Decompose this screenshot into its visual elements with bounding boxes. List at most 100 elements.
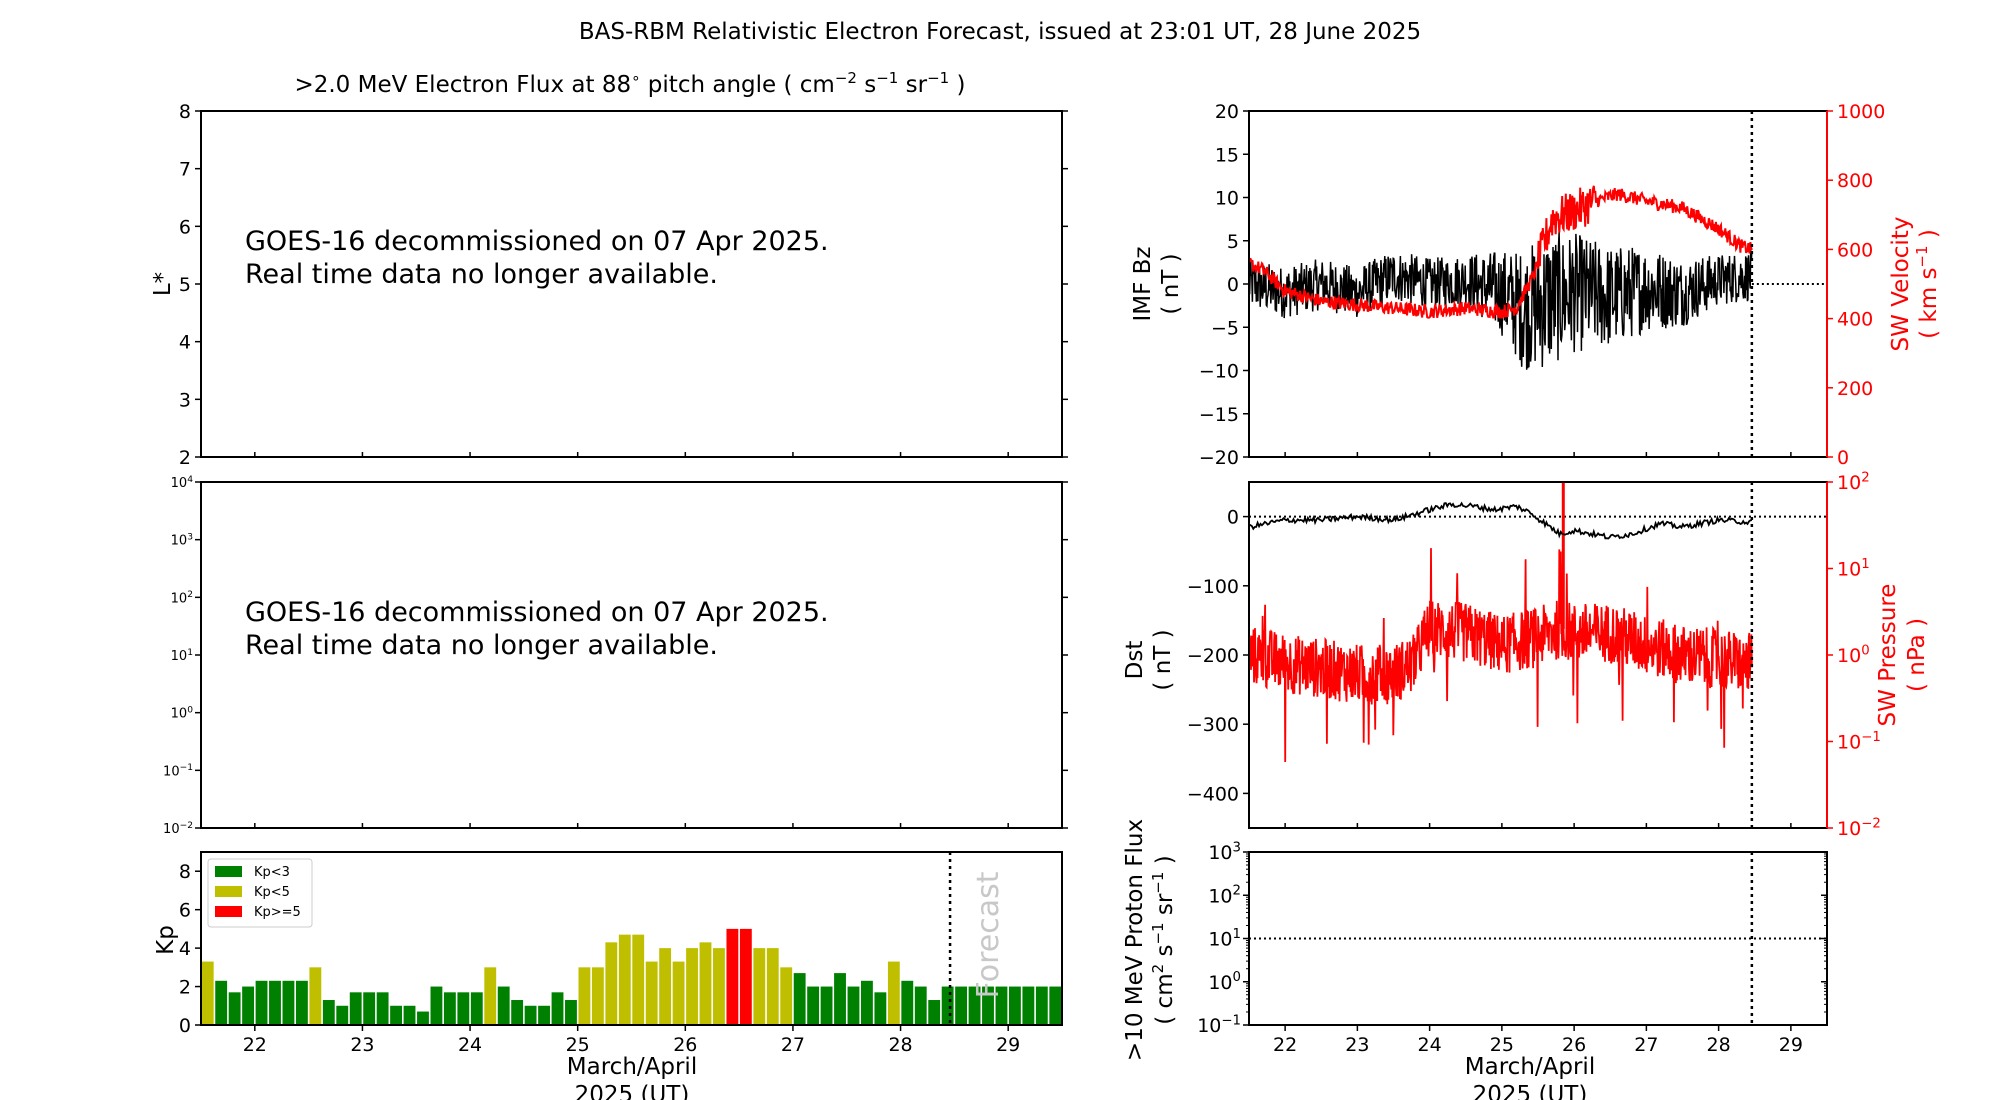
imf-ylabel-line1: IMF Bz xyxy=(1130,246,1156,321)
kp-bar xyxy=(282,980,295,1025)
kp-ytick-label: 2 xyxy=(179,977,191,999)
dst-ytick-label: 0 xyxy=(1227,507,1239,529)
kp-bar xyxy=(901,980,914,1025)
dst-ylabel-line1: Dst xyxy=(1122,641,1148,680)
proton-xtick-label: 22 xyxy=(1273,1034,1297,1056)
kp-bar xyxy=(322,1000,335,1025)
kp-bar xyxy=(295,980,308,1025)
kp-xlabel-line2: 2025 (UT) xyxy=(575,1082,690,1100)
sw-pressure-line xyxy=(1248,548,1753,763)
proton-ytick-label: 100 xyxy=(1208,970,1241,994)
kp-legend-swatch-yellow xyxy=(215,886,242,897)
flux-energy-ytick-label: 10−2 xyxy=(163,821,193,837)
kp-bar xyxy=(376,992,389,1025)
kp-bar xyxy=(753,948,766,1025)
kp-ytick-label: 8 xyxy=(179,861,191,883)
flux-lstar-ytick-label: 6 xyxy=(179,216,191,238)
kp-bar xyxy=(336,1005,349,1025)
kp-bar xyxy=(309,967,322,1025)
imf-ylabel-line2: ( nT ) xyxy=(1158,253,1184,314)
kp-bar xyxy=(914,986,927,1025)
kp-xlabel-line1: March/April xyxy=(567,1054,697,1080)
kp-frame xyxy=(200,851,1063,1026)
kp-bar xyxy=(968,986,981,1025)
kp-bar xyxy=(982,986,994,1025)
kp-bar xyxy=(417,1011,429,1025)
flux-energy-ticks: 10−2 10−1 100 101 102 103 104 xyxy=(163,475,1068,837)
imf-ytick-label: −5 xyxy=(1211,317,1239,339)
flux-lstar-message-line2: Real time data no longer available. xyxy=(245,259,718,290)
kp-ylabel: Kp xyxy=(153,925,179,955)
kp-bar xyxy=(269,980,281,1025)
kp-bar xyxy=(739,928,752,1025)
kp-bar xyxy=(430,986,443,1025)
kp-bar xyxy=(403,1005,416,1025)
proton-ytick-label: 102 xyxy=(1208,884,1241,908)
proton-ytick-label: 10−1 xyxy=(1197,1013,1241,1037)
kp-ytick-label: 6 xyxy=(179,900,191,922)
imf-bz-line xyxy=(1248,232,1753,370)
dst-ytick-label: −200 xyxy=(1187,645,1239,667)
kp-xtick-label: 28 xyxy=(888,1034,912,1056)
flux-lstar-ytick-label: 4 xyxy=(179,332,191,354)
kp-bar xyxy=(820,986,833,1025)
kp-bar xyxy=(443,992,456,1025)
kp-xtick-label: 25 xyxy=(566,1034,590,1056)
kp-bar xyxy=(565,1000,577,1025)
kp-xtick-label: 22 xyxy=(243,1034,267,1056)
flux-lstar-ytick-label: 8 xyxy=(179,101,191,123)
kp-bar xyxy=(457,992,470,1025)
kp-xtick-label: 26 xyxy=(673,1034,697,1056)
imf-ytick-label: 15 xyxy=(1215,144,1239,166)
sw-velocity-ylabel-line1: SW Velocity xyxy=(1888,217,1914,352)
kp-bar xyxy=(928,1000,941,1025)
kp-bar xyxy=(995,986,1008,1025)
flux-energy-ytick-label: 103 xyxy=(171,532,194,548)
proton-ylabel-line1: >10 MeV Proton Flux xyxy=(1122,819,1148,1061)
flux-energy-ytick-label: 101 xyxy=(171,648,193,664)
sw-velocity-ytick-label: 400 xyxy=(1837,309,1873,331)
kp-bar xyxy=(511,1000,524,1025)
kp-bar xyxy=(1035,986,1048,1025)
proton-xtick-label: 29 xyxy=(1779,1034,1803,1056)
kp-legend-label-ge5: Kp>=5 xyxy=(254,905,301,920)
sw-pressure-ytick-label: 10−1 xyxy=(1837,730,1881,754)
kp-bar xyxy=(659,948,672,1025)
flux-energy-ytick-label: 10−1 xyxy=(163,763,193,779)
kp-bar xyxy=(228,992,241,1025)
kp-bar xyxy=(874,992,887,1025)
proton-xtick-label: 26 xyxy=(1562,1034,1586,1056)
kp-legend-label-lt5: Kp<5 xyxy=(254,885,290,900)
imf-ytick-label: −20 xyxy=(1199,447,1239,469)
kp-ytick-label: 0 xyxy=(179,1015,191,1037)
flux-energy-panel: 10−2 10−1 100 101 102 103 104 GOES-16 decommis… xyxy=(163,475,1068,837)
kp-bars xyxy=(201,928,1062,1025)
kp-bar xyxy=(672,961,685,1025)
sw-velocity-ytick-label: 800 xyxy=(1837,170,1873,192)
kp-bar xyxy=(834,973,846,1025)
kp-bar xyxy=(497,986,510,1025)
kp-bar xyxy=(780,967,793,1025)
kp-bar xyxy=(242,986,255,1025)
imf-sw-series xyxy=(1248,111,1827,457)
kp-bar xyxy=(726,928,739,1025)
kp-bar xyxy=(887,961,900,1025)
kp-bar xyxy=(255,980,268,1025)
kp-bar xyxy=(591,967,604,1025)
kp-bar xyxy=(538,1005,550,1025)
kp-bar xyxy=(1049,986,1062,1025)
imf-ytick-label: 0 xyxy=(1227,274,1239,296)
sw-velocity-ytick-label: 1000 xyxy=(1837,101,1885,123)
sw-pressure-ytick-label: 10−2 xyxy=(1837,816,1881,840)
dst-line xyxy=(1248,501,1753,540)
kp-bar xyxy=(470,992,483,1025)
imf-ytick-label: 5 xyxy=(1227,231,1239,253)
dst-pressure-ticks: −400 −300 −200 −100 0 10−2 10−1 100 101 102 xyxy=(1187,470,1881,840)
kp-bar xyxy=(349,992,362,1025)
kp-bar xyxy=(484,967,497,1025)
imf-ytick-label: −10 xyxy=(1199,361,1239,383)
proton-xtick-label: 27 xyxy=(1634,1034,1658,1056)
kp-xtick-label: 23 xyxy=(350,1034,374,1056)
